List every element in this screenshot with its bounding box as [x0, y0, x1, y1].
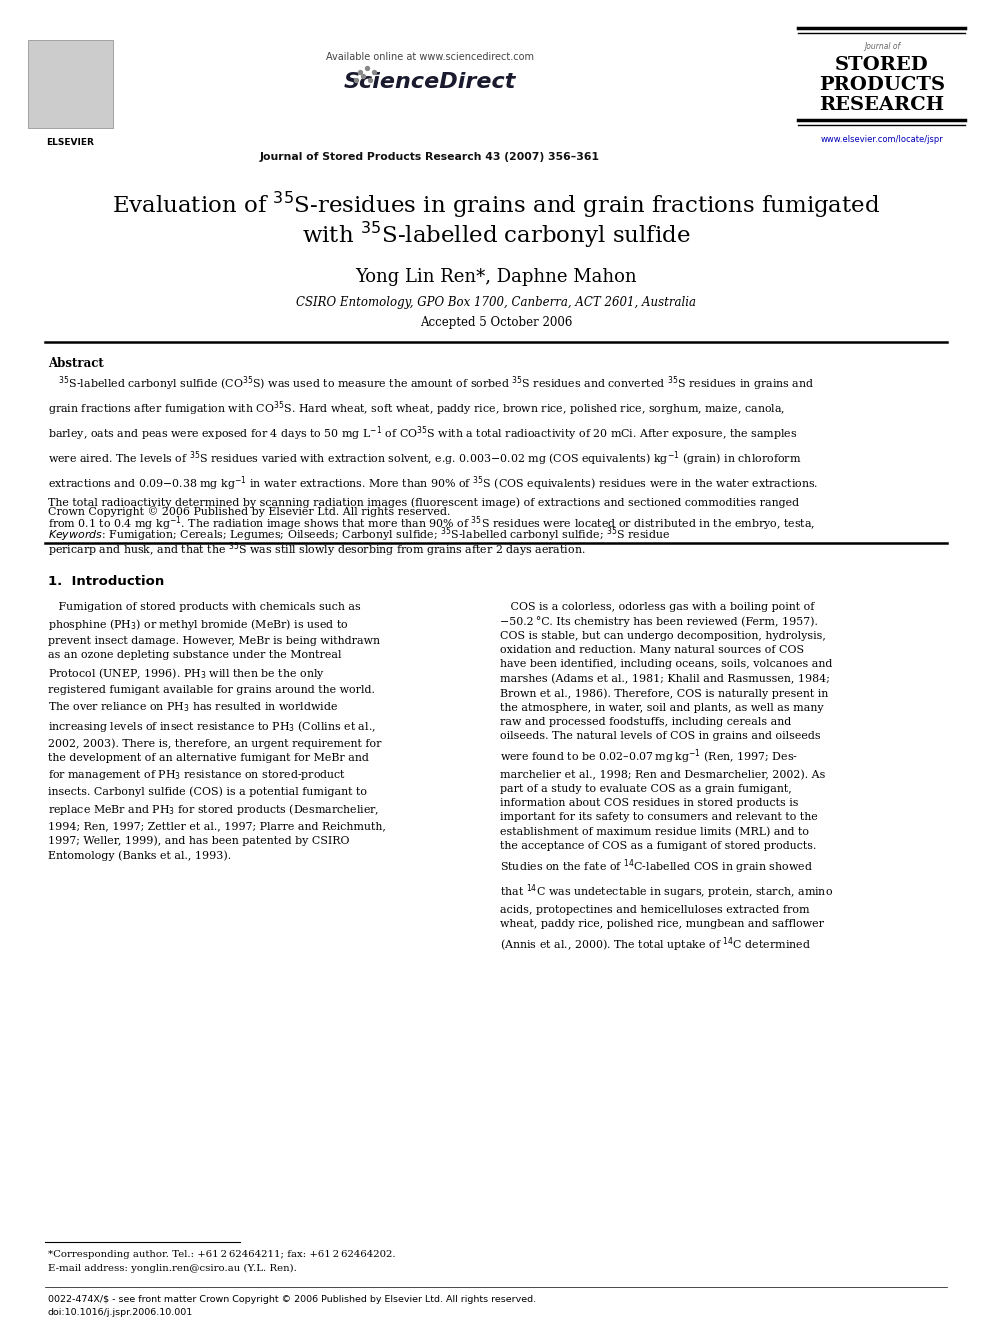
Point	[362, 69, 378, 90]
Text: Yong Lin Ren*, Daphne Mahon: Yong Lin Ren*, Daphne Mahon	[355, 269, 637, 286]
Text: Journal of Stored Products Research 43 (2007) 356–361: Journal of Stored Products Research 43 (…	[260, 152, 600, 161]
Text: doi:10.1016/j.jspr.2006.10.001: doi:10.1016/j.jspr.2006.10.001	[48, 1308, 193, 1316]
Text: 1.  Introduction: 1. Introduction	[48, 576, 165, 587]
Point	[348, 69, 364, 90]
Text: STORED: STORED	[835, 56, 929, 74]
Text: www.elsevier.com/locate/jspr: www.elsevier.com/locate/jspr	[820, 135, 943, 144]
Text: Crown Copyright © 2006 Published by Elsevier Ltd. All rights reserved.: Crown Copyright © 2006 Published by Else…	[48, 505, 450, 517]
Text: ELSEVIER: ELSEVIER	[46, 138, 94, 147]
Text: *Corresponding author. Tel.: +61 2 62464211; fax: +61 2 62464202.: *Corresponding author. Tel.: +61 2 62464…	[48, 1250, 396, 1259]
Text: with $^{35}$S-labelled carbonyl sulfide: with $^{35}$S-labelled carbonyl sulfide	[302, 220, 690, 250]
Text: Fumigation of stored products with chemicals such as
phosphine (PH$_3$) or methy: Fumigation of stored products with chemi…	[48, 602, 386, 861]
Point	[355, 65, 371, 86]
Point	[352, 61, 368, 82]
Text: ScienceDirect: ScienceDirect	[344, 71, 516, 93]
Text: Available online at www.sciencedirect.com: Available online at www.sciencedirect.co…	[326, 52, 534, 62]
Text: Abstract: Abstract	[48, 357, 104, 370]
Text: $^{35}$S-labelled carbonyl sulfide (CO$^{35}$S) was used to measure the amount o: $^{35}$S-labelled carbonyl sulfide (CO$^…	[48, 374, 818, 558]
Text: Evaluation of $^{35}$S-residues in grains and grain fractions fumigated: Evaluation of $^{35}$S-residues in grain…	[112, 191, 880, 220]
Text: PRODUCTS: PRODUCTS	[819, 75, 945, 94]
Text: COS is a colorless, odorless gas with a boiling point of
−50.2 °C. Its chemistry: COS is a colorless, odorless gas with a …	[500, 602, 833, 954]
Bar	[28, 40, 113, 128]
Text: 0022-474X/$ - see front matter Crown Copyright © 2006 Published by Elsevier Ltd.: 0022-474X/$ - see front matter Crown Cop…	[48, 1295, 536, 1304]
Text: CSIRO Entomology, GPO Box 1700, Canberra, ACT 2601, Australia: CSIRO Entomology, GPO Box 1700, Canberra…	[296, 296, 696, 310]
Point	[366, 61, 382, 82]
Text: Accepted 5 October 2006: Accepted 5 October 2006	[420, 316, 572, 329]
Text: RESEARCH: RESEARCH	[819, 97, 944, 114]
Text: Journal of: Journal of	[864, 42, 900, 52]
Point	[359, 57, 375, 78]
Text: $\it{Keywords}$: Fumigation; Cereals; Legumes; Oilseeds; Carbonyl sulfide; $^{35: $\it{Keywords}$: Fumigation; Cereals; Le…	[48, 525, 671, 544]
Text: E-mail address: yonglin.ren@csiro.au (Y.L. Ren).: E-mail address: yonglin.ren@csiro.au (Y.…	[48, 1263, 297, 1273]
